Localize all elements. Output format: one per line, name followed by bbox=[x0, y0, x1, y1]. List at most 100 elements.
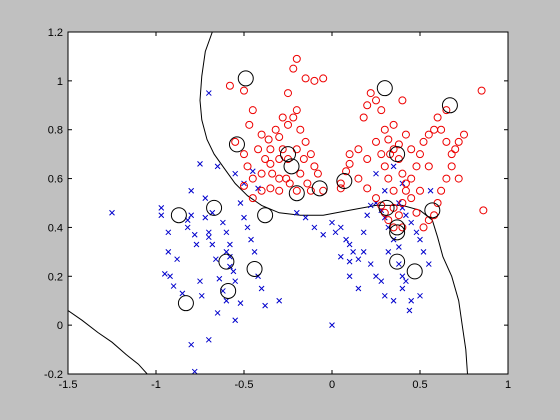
circle-marker-point bbox=[460, 130, 468, 139]
x-marker-point bbox=[320, 231, 327, 238]
circle-marker-point bbox=[363, 155, 372, 164]
x-marker-point bbox=[188, 187, 195, 194]
circle-marker-point bbox=[231, 137, 240, 146]
x-marker-point bbox=[184, 224, 191, 231]
circle-marker-point bbox=[384, 174, 393, 183]
plot-content bbox=[68, 32, 488, 374]
x-marker-point bbox=[188, 341, 195, 348]
circle-marker-point bbox=[451, 145, 460, 154]
circle-marker-point bbox=[299, 155, 308, 164]
x-marker-point bbox=[158, 205, 165, 211]
circle-marker-point bbox=[301, 137, 310, 146]
circle-marker-point bbox=[424, 130, 433, 139]
y-tick-label: 0 bbox=[57, 320, 63, 332]
x-marker-point bbox=[202, 195, 209, 201]
circle-marker-point bbox=[433, 113, 442, 122]
circle-marker-point bbox=[407, 194, 416, 203]
circle-marker-point bbox=[394, 140, 403, 149]
x-marker-point bbox=[396, 244, 402, 250]
support-vector-ring bbox=[237, 70, 254, 87]
circle-marker-point bbox=[313, 169, 322, 178]
x-marker-point bbox=[276, 297, 283, 304]
x-marker-point bbox=[174, 256, 180, 263]
circle-marker-point bbox=[310, 162, 319, 171]
x-marker-point bbox=[212, 256, 219, 263]
x-marker-point bbox=[197, 278, 203, 285]
circle-marker-point bbox=[366, 89, 375, 98]
support-vector-ring bbox=[228, 136, 245, 153]
circle-marker-point bbox=[296, 169, 305, 178]
circle-marker-point bbox=[292, 54, 301, 63]
x-marker-point bbox=[378, 278, 385, 285]
x-tick-label: -1.5 bbox=[59, 379, 78, 391]
x-marker-point bbox=[360, 229, 367, 236]
x-marker-point bbox=[406, 307, 413, 314]
support-vector-ring bbox=[177, 295, 194, 312]
x-marker-point bbox=[255, 185, 261, 192]
x-marker-point bbox=[258, 285, 265, 292]
circle-marker-point bbox=[278, 145, 287, 154]
support-vector-ring bbox=[246, 260, 263, 277]
x-marker-point bbox=[373, 273, 379, 280]
decision-boundary-1 bbox=[68, 310, 148, 374]
circle-marker-point bbox=[437, 125, 446, 134]
x-marker-point bbox=[161, 270, 168, 277]
x-marker-point bbox=[381, 187, 388, 194]
x-marker-point bbox=[346, 258, 353, 265]
plot-area bbox=[68, 32, 508, 374]
circle-marker-point bbox=[268, 169, 277, 178]
circle-marker-point bbox=[416, 186, 424, 195]
x-marker-point bbox=[241, 180, 247, 187]
support-vector-ring bbox=[389, 224, 406, 241]
x-tick-label: -1 bbox=[151, 379, 161, 391]
circle-marker-point bbox=[416, 150, 424, 159]
circle-marker-point bbox=[257, 186, 266, 195]
circle-marker-point bbox=[454, 174, 463, 183]
x-marker-point bbox=[197, 161, 203, 167]
circle-marker-point bbox=[419, 137, 428, 146]
circle-marker-point bbox=[419, 223, 428, 232]
x-marker-point bbox=[232, 278, 239, 285]
circle-marker-point bbox=[261, 155, 270, 164]
circle-marker-point bbox=[292, 106, 301, 115]
x-marker-point bbox=[158, 212, 165, 219]
circle-marker-point bbox=[407, 174, 416, 183]
circle-marker-point bbox=[454, 137, 463, 146]
x-marker-point bbox=[403, 212, 409, 219]
circle-marker-point bbox=[266, 145, 275, 154]
circle-marker-point bbox=[245, 120, 254, 129]
x-marker-point bbox=[399, 285, 406, 292]
x-marker-point bbox=[417, 236, 423, 243]
x-marker-point bbox=[198, 292, 205, 299]
circle-marker-point bbox=[275, 133, 284, 142]
circle-marker-point bbox=[306, 186, 315, 195]
x-marker-point bbox=[350, 249, 356, 255]
circle-marker-point bbox=[292, 186, 301, 195]
y-tick-label: 0.2 bbox=[48, 271, 63, 283]
circle-marker-point bbox=[306, 150, 315, 159]
support-vector-ring bbox=[389, 146, 406, 163]
circle-marker-point bbox=[271, 125, 280, 134]
circle-marker-point bbox=[437, 186, 446, 195]
circle-marker-point bbox=[442, 137, 451, 146]
x-marker-point bbox=[381, 292, 388, 299]
circle-marker-point bbox=[296, 125, 305, 134]
x-marker-point bbox=[346, 241, 353, 248]
y-tick-label: -0.2 bbox=[44, 369, 63, 381]
circle-marker-point bbox=[248, 106, 257, 115]
circle-marker-point bbox=[384, 135, 393, 144]
x-tick-label: 1 bbox=[505, 379, 511, 391]
x-marker-point bbox=[165, 249, 172, 255]
y-tick-label: 0.6 bbox=[48, 174, 63, 186]
x-tick-label: 0 bbox=[329, 379, 335, 391]
x-marker-point bbox=[427, 187, 434, 194]
x-marker-point bbox=[205, 90, 212, 96]
x-marker-point bbox=[223, 229, 230, 236]
circle-marker-point bbox=[412, 208, 421, 217]
circle-marker-point bbox=[380, 162, 389, 171]
x-marker-point bbox=[396, 261, 402, 267]
support-vector-ring bbox=[283, 158, 300, 175]
x-marker-point bbox=[425, 261, 432, 267]
circle-marker-point bbox=[248, 194, 257, 203]
x-marker-point bbox=[417, 292, 423, 299]
